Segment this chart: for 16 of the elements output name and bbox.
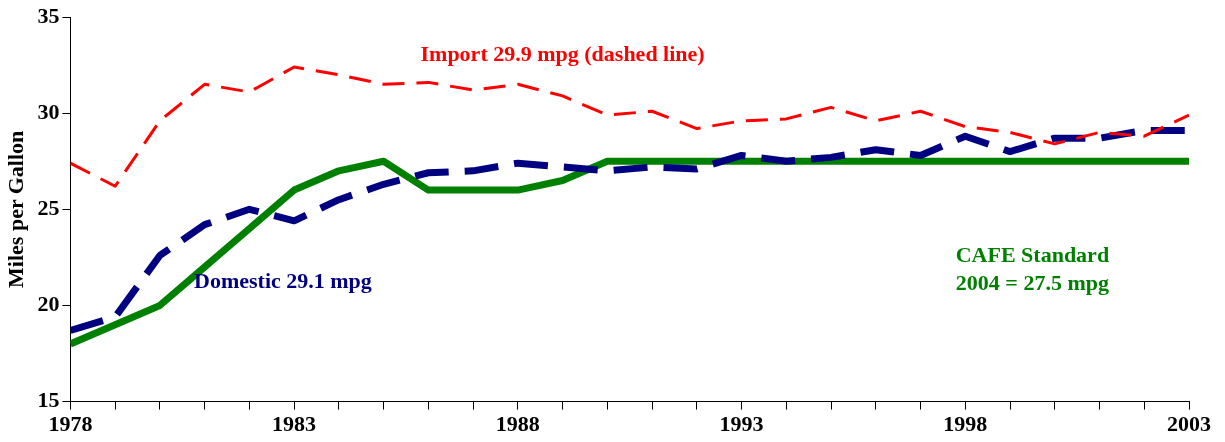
series-label: Import 29.9 mpg (dashed line)	[420, 40, 705, 66]
x-tick-label: 1993	[719, 411, 764, 437]
y-axis-title: Miles per Gallon	[2, 130, 28, 288]
text: CAFE Standard 2004 = 27.5 mpg	[955, 241, 1110, 295]
y-tick-label: 30	[37, 98, 60, 124]
series-label: Domestic 29.1 mpg	[194, 267, 372, 293]
x-tick-label: 1983	[272, 411, 317, 437]
y-tick-label: 35	[37, 2, 60, 28]
y-tick-label: 15	[37, 387, 60, 413]
x-tick-label: 2003	[1167, 411, 1211, 437]
line-series	[70, 65, 1189, 188]
y-tick-label: 25	[37, 194, 60, 220]
y-tick-label: 20	[37, 291, 60, 317]
x-tick-label: 1988	[495, 411, 540, 437]
x-tick-label: 1978	[48, 411, 93, 437]
x-tick-label: 1998	[943, 411, 988, 437]
